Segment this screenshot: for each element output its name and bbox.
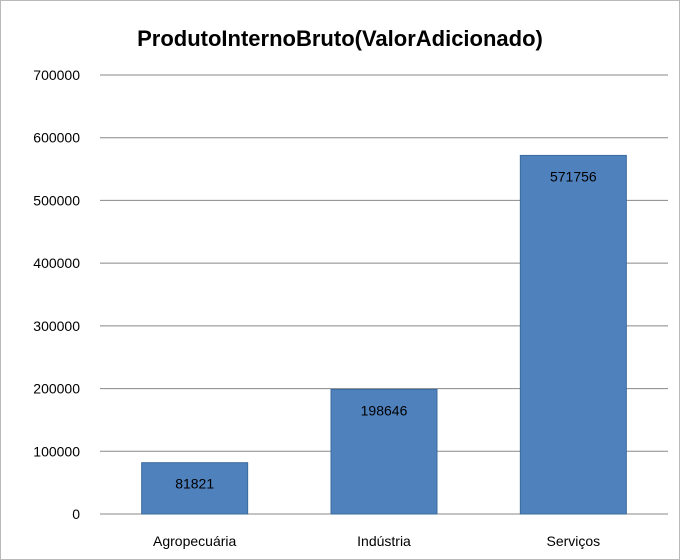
bar [519, 154, 627, 515]
y-tick-label: 500000 [33, 192, 80, 208]
y-tick-label: 200000 [33, 381, 80, 397]
y-tick-label: 0 [72, 506, 80, 522]
bar-data-label: 198646 [361, 402, 408, 418]
x-axis-tick-labels: Agropecuária Indústria Serviços [153, 533, 600, 549]
y-axis-tick-labels: 0 100000 200000 300000 400000 500000 600000 700… [33, 67, 80, 522]
x-tick-label: Serviços [546, 533, 600, 549]
bar [330, 388, 438, 515]
y-tick-label: 300000 [33, 318, 80, 334]
y-tick-label: 400000 [33, 255, 80, 271]
y-tick-label: 100000 [33, 443, 80, 459]
x-tick-label: Agropecuária [153, 533, 236, 549]
bar-data-labels: 81821 198646 571756 [175, 168, 597, 491]
bars [141, 154, 627, 515]
bar [141, 462, 249, 515]
bar-data-label: 81821 [175, 476, 214, 492]
x-tick-label: Indústria [357, 533, 411, 549]
chart-title: ProdutoInternoBruto(ValorAdicionado) [137, 26, 543, 51]
y-tick-label: 600000 [33, 130, 80, 146]
bar-data-label: 571756 [550, 168, 597, 184]
y-tick-label: 700000 [33, 67, 80, 83]
